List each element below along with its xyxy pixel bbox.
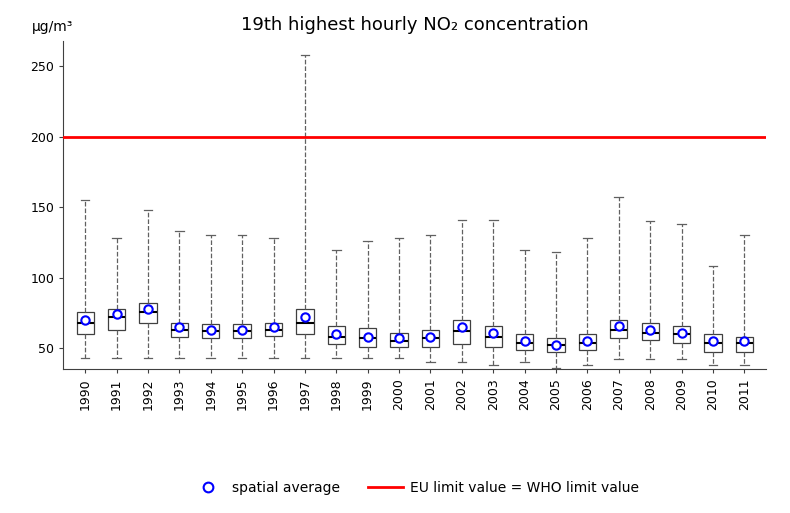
PathPatch shape: [453, 320, 471, 344]
PathPatch shape: [579, 334, 596, 350]
PathPatch shape: [171, 323, 188, 337]
PathPatch shape: [77, 311, 94, 334]
PathPatch shape: [547, 339, 565, 352]
PathPatch shape: [108, 309, 125, 330]
PathPatch shape: [202, 324, 220, 339]
Title: 19th highest hourly NO₂ concentration: 19th highest hourly NO₂ concentration: [241, 16, 589, 34]
PathPatch shape: [390, 333, 408, 347]
PathPatch shape: [422, 330, 439, 347]
PathPatch shape: [234, 324, 250, 339]
Legend: spatial average, EU limit value = WHO limit value: spatial average, EU limit value = WHO li…: [185, 475, 645, 500]
PathPatch shape: [328, 326, 345, 344]
PathPatch shape: [139, 303, 156, 323]
PathPatch shape: [296, 309, 314, 334]
PathPatch shape: [516, 334, 533, 350]
PathPatch shape: [735, 337, 753, 352]
PathPatch shape: [641, 323, 659, 340]
PathPatch shape: [705, 334, 721, 352]
PathPatch shape: [673, 326, 690, 343]
Text: μg/m³: μg/m³: [32, 21, 73, 34]
PathPatch shape: [265, 323, 282, 336]
PathPatch shape: [484, 326, 502, 347]
PathPatch shape: [610, 320, 627, 339]
PathPatch shape: [359, 328, 376, 347]
